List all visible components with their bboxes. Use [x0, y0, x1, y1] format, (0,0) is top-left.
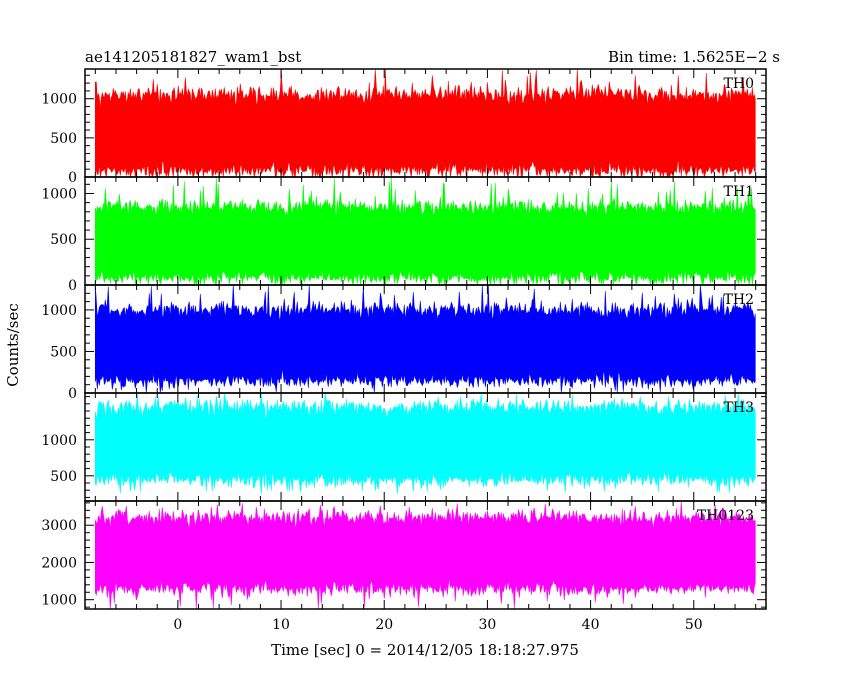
- y-tick-label: 1000: [41, 303, 77, 319]
- y-tick-label: 500: [50, 469, 77, 485]
- chart-title: ae141205181827_wam1_bst: [85, 48, 301, 66]
- panel-th2: 0 500 1000 TH2: [41, 284, 767, 402]
- panel-name-label: TH2: [724, 292, 754, 308]
- x-tick-label: 50: [685, 617, 703, 633]
- panel-name-label: TH0: [724, 76, 754, 92]
- series-th2: [95, 284, 756, 394]
- x-tick-label: 0: [173, 617, 182, 633]
- series-th0123: [95, 501, 756, 610]
- bin-time-label: Bin time: 1.5625E−2 s: [608, 48, 780, 66]
- y-tick-label: 500: [50, 344, 77, 360]
- x-tick-label: 20: [375, 617, 393, 633]
- panel-th3: 500 1000 TH3: [41, 392, 767, 502]
- panel-th1: 0 500 1000 TH1: [41, 176, 767, 294]
- panel-name-label: TH3: [724, 400, 754, 416]
- y-tick-label: 500: [50, 232, 77, 248]
- x-tick-label: 40: [582, 617, 600, 633]
- series-th0: [95, 68, 756, 179]
- series-th3: [95, 392, 756, 495]
- panel-name-label: TH0123: [697, 508, 754, 524]
- panel-th0: 0 500 1000 TH0: [41, 68, 767, 186]
- panel-th0123: 1000 2000 3000 TH0123: [41, 500, 767, 610]
- y-tick-label: 1000: [41, 593, 77, 609]
- y-tick-label: 1000: [41, 186, 77, 202]
- y-tick-label: 0: [68, 170, 77, 186]
- y-axis-label: Counts/sec: [4, 303, 22, 387]
- x-tick-label: 30: [478, 617, 496, 633]
- y-tick-label: 1000: [41, 92, 77, 108]
- x-tick-label: 10: [272, 617, 290, 633]
- series-th1: [95, 176, 756, 287]
- y-tick-label: 3000: [41, 518, 77, 534]
- y-tick-label: 500: [50, 131, 77, 147]
- y-tick-label: 0: [68, 386, 77, 402]
- y-tick-label: 1000: [41, 433, 77, 449]
- y-tick-label: 0: [68, 278, 77, 294]
- panel-name-label: TH1: [724, 184, 754, 200]
- x-axis-label: Time [sec] 0 = 2014/12/05 18:18:27.975: [271, 641, 579, 659]
- y-tick-label: 2000: [41, 555, 77, 571]
